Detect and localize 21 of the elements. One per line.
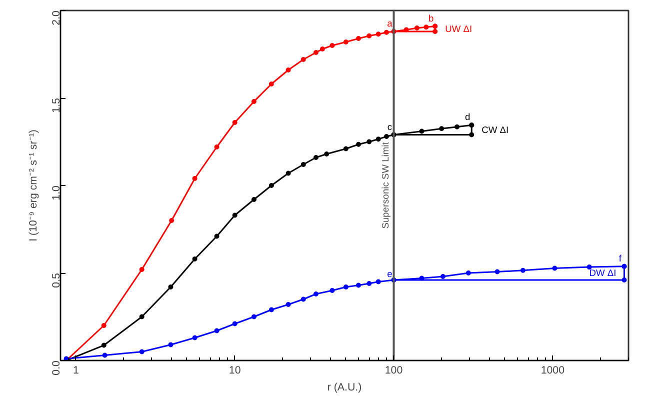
x-tick-label: 10: [228, 364, 241, 376]
annotation: d: [465, 112, 470, 122]
annotation: f: [618, 253, 622, 264]
annotation: c: [387, 122, 392, 132]
y-axis-title: I (10⁻⁹ erg cm⁻² s⁻¹ sr⁻¹): [28, 130, 40, 242]
x-tick-label: 1: [72, 364, 79, 376]
x-tick-label: 1000: [540, 364, 565, 376]
annotation: e: [387, 269, 392, 279]
annotation: CW ΔI: [482, 124, 509, 135]
annotation: b: [428, 13, 434, 24]
y-tick-label: 2.0: [50, 10, 62, 26]
annotation: a: [387, 18, 394, 28]
y-tick-label: 1.0: [50, 185, 62, 200]
annotation: DW ΔI: [589, 268, 616, 278]
y-tick-label: 1.5: [50, 98, 62, 113]
x-axis-title: r (A.U.): [327, 382, 362, 394]
x-tick-label: 100: [384, 364, 403, 376]
ref-line-label: Supersonic SW Limit: [380, 142, 391, 229]
annotation: UW ΔI: [445, 24, 472, 34]
y-tick-label: 0.0: [50, 360, 62, 376]
y-tick-label: 0.5: [50, 272, 62, 288]
